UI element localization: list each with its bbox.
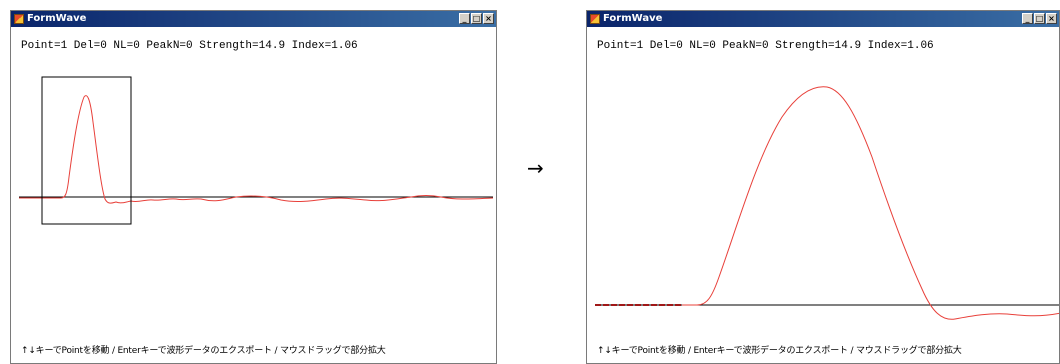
waveform-trace	[19, 95, 494, 204]
app-icon	[14, 14, 24, 24]
title-bar[interactable]: FormWave _ □ ×	[11, 11, 496, 27]
status-readout: Point=1 Del=0 NL=0 PeakN=0 Strength=14.9…	[597, 40, 934, 52]
keyboard-hint: ↑↓キーでPointを移動 / Enterキーで波形データのエクスポート / マ…	[597, 346, 962, 356]
title-bar[interactable]: FormWave _ □ ×	[587, 11, 1059, 27]
window-controls: _ □ ×	[1022, 13, 1057, 25]
close-button[interactable]: ×	[483, 13, 494, 24]
transition-arrow: →	[527, 156, 544, 180]
window-title: FormWave	[27, 13, 87, 24]
keyboard-hint: ↑↓キーでPointを移動 / Enterキーで波形データのエクスポート / マ…	[21, 346, 386, 356]
waveform-canvas-zoomed[interactable]	[587, 27, 1060, 347]
waveform-trace	[682, 86, 1059, 320]
minimize-button[interactable]: _	[459, 13, 470, 24]
minimize-button[interactable]: _	[1022, 13, 1033, 24]
window-controls: _ □ ×	[459, 13, 494, 25]
waveform-canvas[interactable]	[11, 27, 496, 347]
selection-rectangle[interactable]	[41, 76, 132, 225]
maximize-button[interactable]: □	[471, 13, 482, 24]
close-button[interactable]: ×	[1046, 13, 1057, 24]
maximize-button[interactable]: □	[1034, 13, 1045, 24]
window-title: FormWave	[603, 13, 663, 24]
formwave-window-zoomed: FormWave _ □ × Point=1 Del=0 NL=0 PeakN=…	[586, 10, 1060, 364]
status-readout: Point=1 Del=0 NL=0 PeakN=0 Strength=14.9…	[21, 40, 358, 52]
formwave-window-overview: FormWave _ □ × Point=1 Del=0 NL=0 PeakN=…	[10, 10, 497, 364]
app-icon	[590, 14, 600, 24]
